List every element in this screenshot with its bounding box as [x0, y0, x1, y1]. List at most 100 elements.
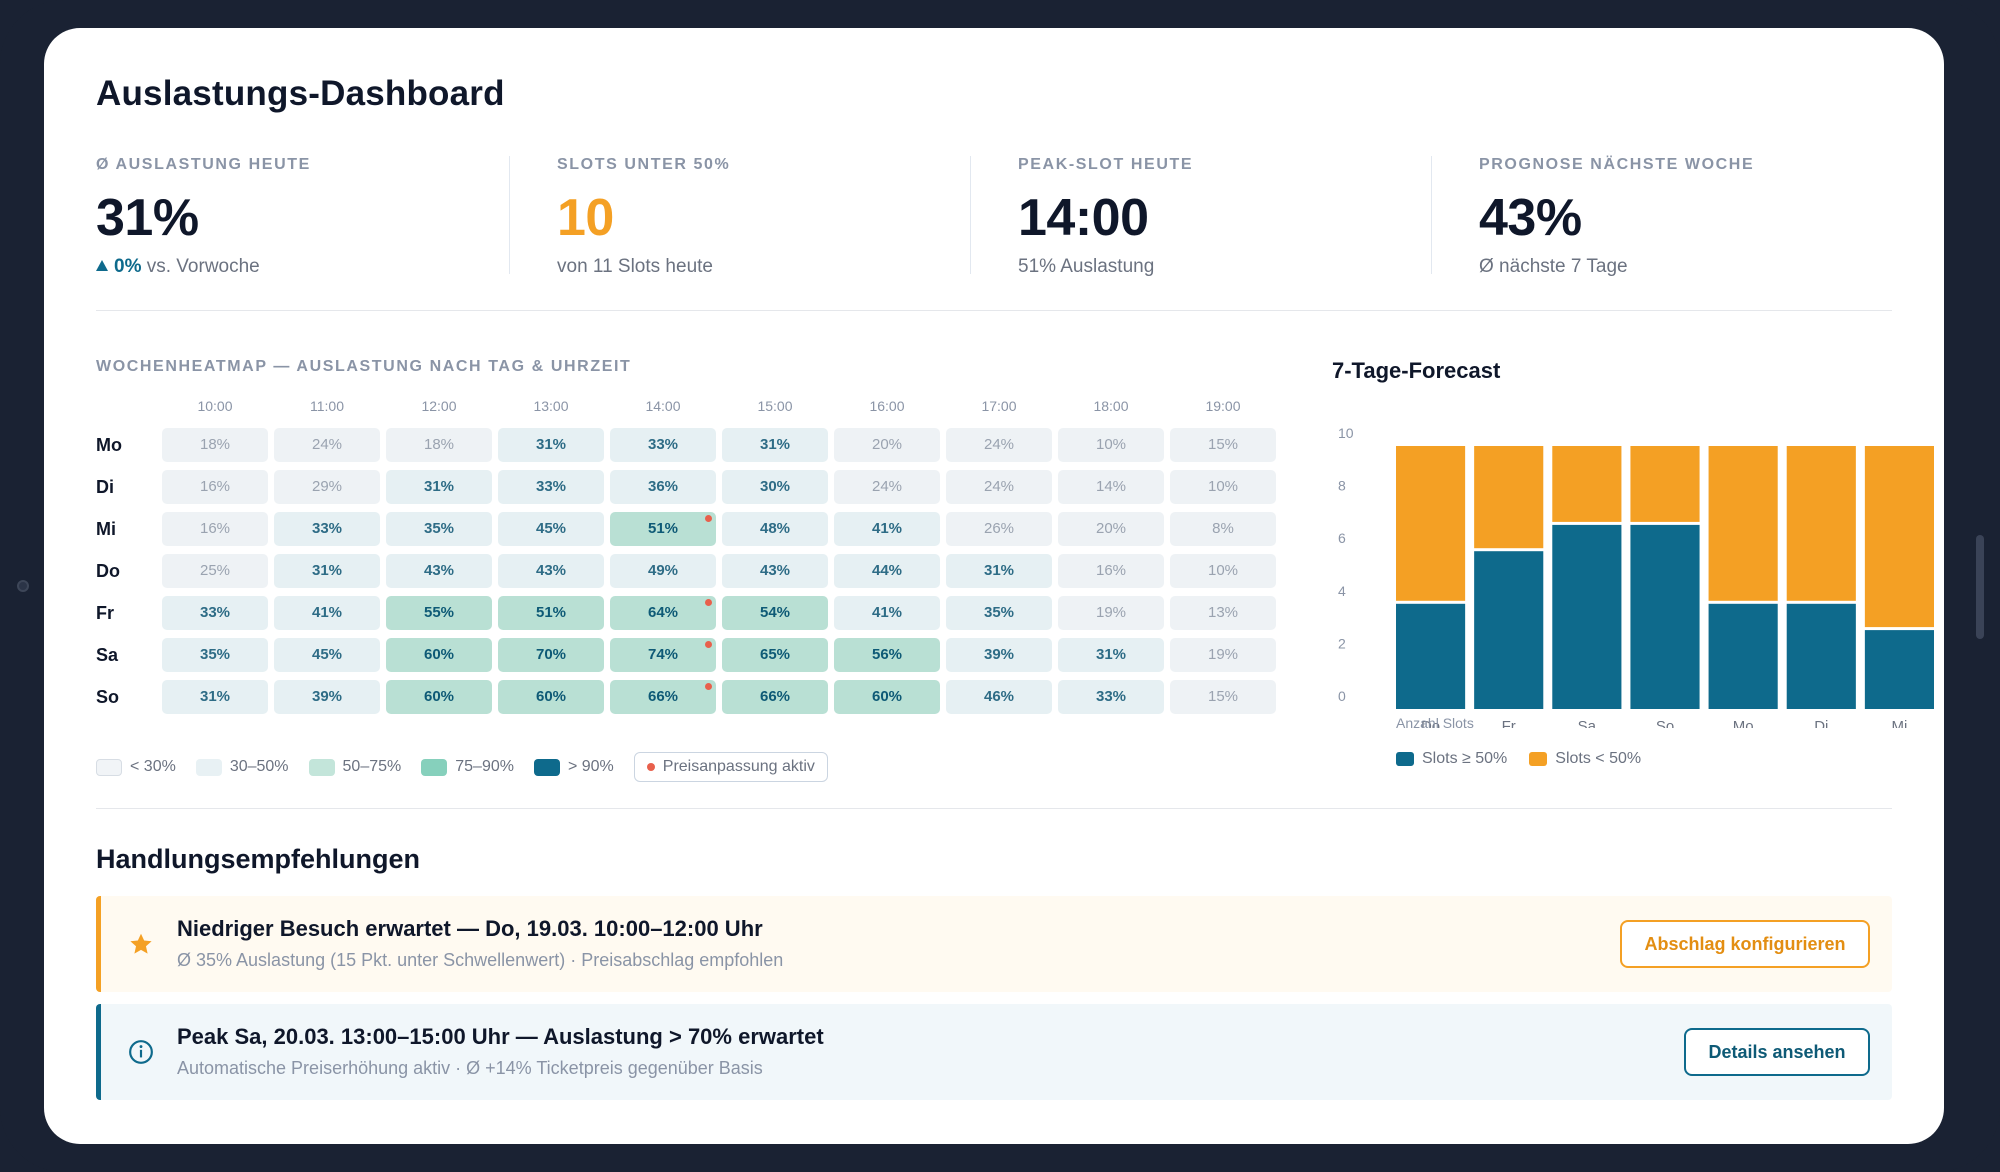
- x-tick-label: Mi: [1892, 718, 1908, 728]
- heatmap-cell[interactable]: 35%: [162, 638, 268, 672]
- heatmap-cell[interactable]: 43%: [386, 554, 492, 588]
- kpi-peak-slot: PEAK-SLOT HEUTE 14:00 51% Auslastung: [970, 156, 1431, 302]
- heatmap-cell[interactable]: 8%: [1170, 512, 1276, 546]
- heatmap-cell[interactable]: 10%: [1170, 470, 1276, 504]
- heatmap-cell[interactable]: 24%: [946, 428, 1052, 462]
- bar-slots-below-50[interactable]: [1786, 446, 1856, 601]
- heatmap-cell[interactable]: 31%: [498, 428, 604, 462]
- heatmap-cell[interactable]: 33%: [498, 470, 604, 504]
- heatmap-cell[interactable]: 48%: [722, 512, 828, 546]
- configure-discount-button[interactable]: Abschlag konfigurieren: [1620, 920, 1870, 968]
- heatmap-cell[interactable]: 41%: [274, 596, 380, 630]
- heatmap-cell[interactable]: 55%: [386, 596, 492, 630]
- heatmap-cell[interactable]: 70%: [498, 638, 604, 672]
- divider: [96, 310, 1892, 311]
- heatmap-cell[interactable]: 31%: [946, 554, 1052, 588]
- heatmap-cell[interactable]: 39%: [946, 638, 1052, 672]
- heatmap-cell[interactable]: 15%: [1170, 680, 1276, 714]
- heatmap-cell[interactable]: 33%: [610, 428, 716, 462]
- heatmap-title: WOCHENHEATMAP — AUSLASTUNG NACH TAG & UH…: [96, 358, 632, 375]
- bar-slots-below-50[interactable]: [1864, 446, 1934, 628]
- heatmap-cell[interactable]: 31%: [274, 554, 380, 588]
- forecast-title: 7-Tage-Forecast: [1332, 358, 1501, 383]
- heatmap-cell[interactable]: 33%: [162, 596, 268, 630]
- heatmap-cell[interactable]: 43%: [722, 554, 828, 588]
- heatmap-cell[interactable]: 64%: [610, 596, 716, 630]
- heatmap-cell[interactable]: 15%: [1170, 428, 1276, 462]
- heatmap-cell[interactable]: 66%: [722, 680, 828, 714]
- heatmap-cell[interactable]: 74%: [610, 638, 716, 672]
- heatmap-cell[interactable]: 19%: [1058, 596, 1164, 630]
- bar-slots-below-50[interactable]: [1474, 446, 1544, 549]
- bar-slots-above-50[interactable]: [1708, 603, 1778, 709]
- heatmap-cell[interactable]: 13%: [1170, 596, 1276, 630]
- legend-label: Slots ≥ 50%: [1422, 750, 1508, 767]
- view-details-button[interactable]: Details ansehen: [1684, 1028, 1870, 1076]
- bar-slots-above-50[interactable]: [1474, 551, 1544, 709]
- heatmap-cell[interactable]: 45%: [498, 512, 604, 546]
- heatmap-cell[interactable]: 31%: [722, 428, 828, 462]
- heatmap-cell[interactable]: 31%: [1058, 638, 1164, 672]
- heatmap-cell[interactable]: 26%: [946, 512, 1052, 546]
- heatmap-cell[interactable]: 49%: [610, 554, 716, 588]
- heatmap-cell[interactable]: 10%: [1058, 428, 1164, 462]
- bar-slots-below-50[interactable]: [1552, 446, 1622, 522]
- heatmap-cell[interactable]: 19%: [1170, 638, 1276, 672]
- bar-slots-above-50[interactable]: [1864, 630, 1934, 709]
- heatmap-cell[interactable]: 10%: [1170, 554, 1276, 588]
- kpi-sub: 0% vs. Vorwoche: [96, 256, 509, 278]
- heatmap-cell[interactable]: 36%: [610, 470, 716, 504]
- heatmap-cell[interactable]: 46%: [946, 680, 1052, 714]
- heatmap-cell[interactable]: 60%: [498, 680, 604, 714]
- x-tick-label: Fr: [1502, 718, 1516, 728]
- heatmap-cell[interactable]: 16%: [162, 470, 268, 504]
- bar-slots-below-50[interactable]: [1396, 446, 1466, 601]
- heatmap-cell[interactable]: 30%: [722, 470, 828, 504]
- heatmap-cell[interactable]: 54%: [722, 596, 828, 630]
- heatmap-cell[interactable]: 51%: [498, 596, 604, 630]
- x-tick-label: Sa: [1578, 718, 1597, 728]
- heatmap-cell[interactable]: 31%: [162, 680, 268, 714]
- heatmap-cell[interactable]: 20%: [1058, 512, 1164, 546]
- heatmap-cell[interactable]: 39%: [274, 680, 380, 714]
- heatmap-cell[interactable]: 29%: [274, 470, 380, 504]
- heatmap-cell[interactable]: 60%: [386, 638, 492, 672]
- y-tick-label: 0: [1338, 688, 1346, 704]
- heatmap-cell[interactable]: 18%: [386, 428, 492, 462]
- bar-slots-below-50[interactable]: [1630, 446, 1700, 522]
- heatmap-cell[interactable]: 44%: [834, 554, 940, 588]
- bar-slots-below-50[interactable]: [1708, 446, 1778, 601]
- heatmap-cell[interactable]: 60%: [834, 680, 940, 714]
- heatmap-cell[interactable]: 65%: [722, 638, 828, 672]
- heatmap-cell[interactable]: 51%: [610, 512, 716, 546]
- price-adjust-dot-icon: [705, 599, 712, 606]
- kpi-value: 10: [557, 189, 614, 247]
- heatmap-cell[interactable]: 24%: [946, 470, 1052, 504]
- heatmap-cell[interactable]: 14%: [1058, 470, 1164, 504]
- heatmap-cell[interactable]: 20%: [834, 428, 940, 462]
- heatmap-cell[interactable]: 56%: [834, 638, 940, 672]
- heatmap-cell[interactable]: 16%: [162, 512, 268, 546]
- heatmap-cell[interactable]: 45%: [274, 638, 380, 672]
- heatmap-cell[interactable]: 24%: [834, 470, 940, 504]
- heatmap-cell[interactable]: 16%: [1058, 554, 1164, 588]
- heatmap-cell[interactable]: 18%: [162, 428, 268, 462]
- legend-item: > 90%: [533, 758, 614, 776]
- heatmap-cell[interactable]: 66%: [610, 680, 716, 714]
- heatmap-cell[interactable]: 43%: [498, 554, 604, 588]
- heatmap-cell[interactable]: 41%: [834, 512, 940, 546]
- heatmap-cell[interactable]: 60%: [386, 680, 492, 714]
- divider: [96, 808, 1892, 809]
- heatmap-cell[interactable]: 41%: [834, 596, 940, 630]
- heatmap-cell[interactable]: 33%: [274, 512, 380, 546]
- heatmap-cell[interactable]: 31%: [386, 470, 492, 504]
- bar-slots-above-50[interactable]: [1396, 603, 1466, 709]
- bar-slots-above-50[interactable]: [1552, 524, 1622, 709]
- bar-slots-above-50[interactable]: [1786, 603, 1856, 709]
- heatmap-cell[interactable]: 24%: [274, 428, 380, 462]
- bar-slots-above-50[interactable]: [1630, 524, 1700, 709]
- heatmap-cell[interactable]: 33%: [1058, 680, 1164, 714]
- heatmap-cell[interactable]: 35%: [386, 512, 492, 546]
- heatmap-cell[interactable]: 25%: [162, 554, 268, 588]
- heatmap-cell[interactable]: 35%: [946, 596, 1052, 630]
